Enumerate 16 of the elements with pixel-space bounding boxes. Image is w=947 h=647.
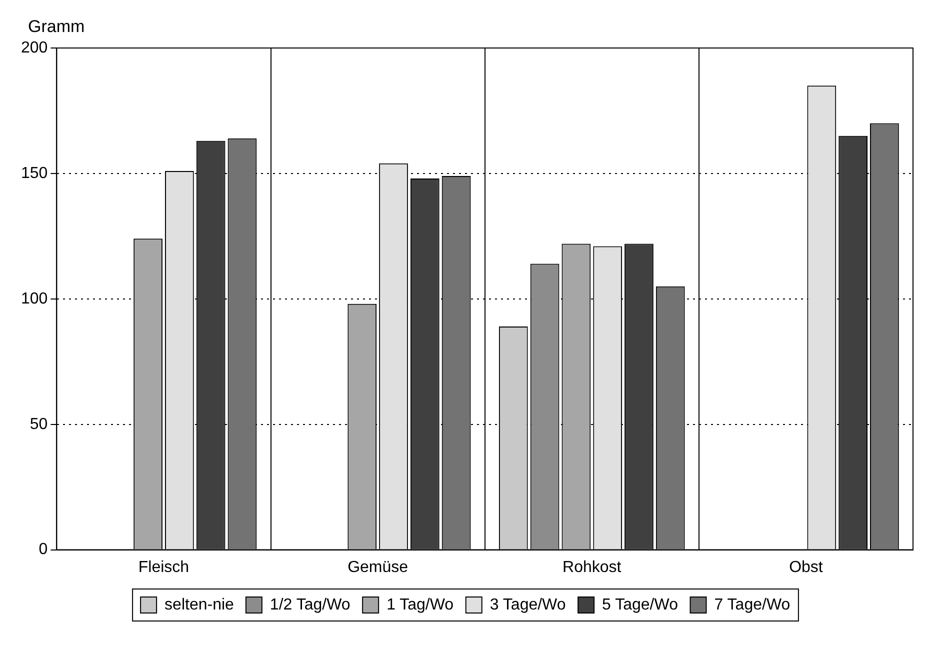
- x-tick-label: Gemüse: [348, 558, 408, 576]
- legend-label: 1 Tag/Wo: [386, 596, 454, 614]
- legend-label: selten-nie: [164, 596, 234, 614]
- x-tick-label: Rohkost: [562, 558, 622, 576]
- y-tick-label: 150: [20, 164, 48, 182]
- x-tick-label: Obst: [789, 558, 824, 576]
- legend-label: 5 Tage/Wo: [602, 596, 678, 614]
- legend-label: 3 Tage/Wo: [490, 596, 566, 614]
- legend-label: 1/2 Tag/Wo: [270, 596, 350, 614]
- y-tick-label: 0: [38, 541, 48, 558]
- x-tick-label: Fleisch: [138, 558, 190, 576]
- legend-label: 7 Tage/Wo: [714, 596, 790, 614]
- y-tick-label: 100: [20, 290, 48, 308]
- y-tick-label: 50: [30, 416, 48, 433]
- y-tick-label: 200: [20, 39, 48, 56]
- y-axis-title: Gramm: [28, 17, 85, 36]
